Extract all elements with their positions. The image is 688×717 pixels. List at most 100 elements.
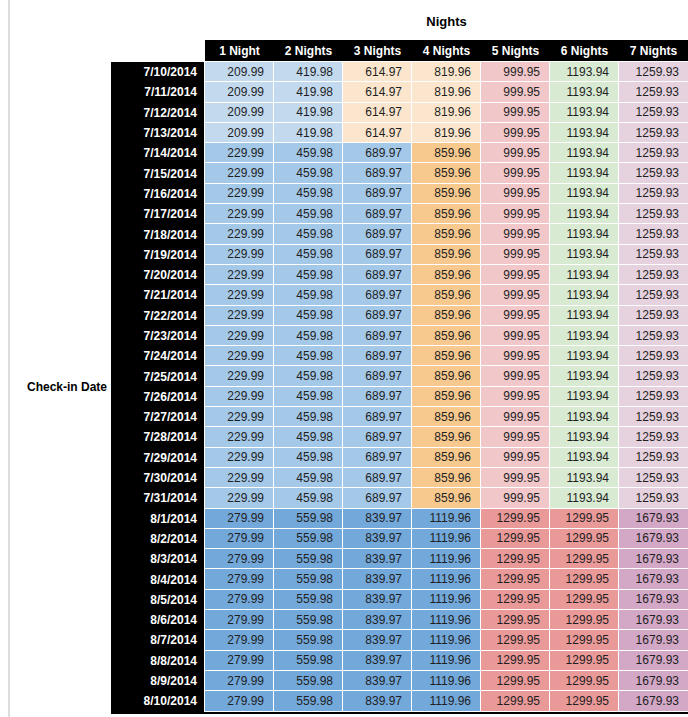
- price-cell: 279.99: [205, 529, 274, 549]
- price-cell: 859.96: [412, 285, 481, 305]
- price-cell: 459.98: [274, 326, 343, 346]
- table-row: 8/3/2014279.99559.98839.971119.961299.95…: [111, 549, 688, 569]
- price-cell: 859.96: [412, 265, 481, 285]
- price-cell: 229.99: [205, 407, 274, 427]
- price-cell: 229.99: [205, 224, 274, 244]
- table-row: 7/28/2014229.99459.98689.97859.96999.951…: [111, 427, 688, 447]
- table-row: 7/15/2014229.99459.98689.97859.96999.951…: [111, 163, 688, 183]
- price-cell: 1193.94: [550, 468, 619, 488]
- price-cell: 559.98: [274, 610, 343, 630]
- price-cell: 999.95: [481, 346, 550, 366]
- price-cell: 1259.93: [619, 427, 688, 447]
- price-cell: 1259.93: [619, 468, 688, 488]
- price-cell: 839.97: [343, 610, 412, 630]
- price-cell: 859.96: [412, 163, 481, 183]
- price-cell: 459.98: [274, 488, 343, 508]
- row-header-date: 7/29/2014: [111, 448, 205, 468]
- price-cell: 999.95: [481, 326, 550, 346]
- row-header-date: 8/3/2014: [111, 549, 205, 569]
- row-header-date: 7/19/2014: [111, 245, 205, 265]
- row-header-date: 7/21/2014: [111, 285, 205, 305]
- price-cell: 999.95: [481, 265, 550, 285]
- price-cell: 229.99: [205, 326, 274, 346]
- price-cell: 209.99: [205, 103, 274, 123]
- price-cell: 999.95: [481, 82, 550, 102]
- price-cell: 1193.94: [550, 184, 619, 204]
- table-row: 8/5/2014279.99559.98839.971119.961299.95…: [111, 590, 688, 610]
- price-cell: 559.98: [274, 671, 343, 691]
- price-cell: 559.98: [274, 549, 343, 569]
- price-cell: 229.99: [205, 163, 274, 183]
- price-cell: 839.97: [343, 549, 412, 569]
- row-header-date: 8/1/2014: [111, 509, 205, 529]
- table-row: 7/24/2014229.99459.98689.97859.96999.951…: [111, 346, 688, 366]
- price-cell: 1259.93: [619, 245, 688, 265]
- table-row: 7/17/2014229.99459.98689.97859.96999.951…: [111, 204, 688, 224]
- price-cell: 1119.96: [412, 569, 481, 589]
- price-cell: 999.95: [481, 387, 550, 407]
- table-row: 7/18/2014229.99459.98689.97859.96999.951…: [111, 224, 688, 244]
- price-cell: 279.99: [205, 671, 274, 691]
- table-row: 8/4/2014279.99559.98839.971119.961299.95…: [111, 569, 688, 589]
- price-cell: 1193.94: [550, 387, 619, 407]
- price-cell: 1119.96: [412, 651, 481, 671]
- price-cell: 839.97: [343, 630, 412, 650]
- table-row: 7/23/2014229.99459.98689.97859.96999.951…: [111, 326, 688, 346]
- table-row: 8/8/2014279.99559.98839.971119.961299.95…: [111, 651, 688, 671]
- price-cell: 839.97: [343, 590, 412, 610]
- price-cell: 689.97: [343, 326, 412, 346]
- price-cell: 1299.95: [481, 691, 550, 711]
- price-cell: 229.99: [205, 265, 274, 285]
- price-cell: 1193.94: [550, 346, 619, 366]
- left-edge-gridline: [8, 0, 10, 717]
- column-header-6-nights: 6 Nights: [550, 40, 619, 62]
- row-header-date: 7/14/2014: [111, 143, 205, 163]
- table-row: 7/21/2014229.99459.98689.97859.96999.951…: [111, 285, 688, 305]
- row-header-date: 7/27/2014: [111, 407, 205, 427]
- price-cell: 1299.95: [550, 569, 619, 589]
- price-cell: 859.96: [412, 366, 481, 386]
- price-cell: 1259.93: [619, 448, 688, 468]
- column-header-row: 1 Night2 Nights3 Nights4 Nights5 Nights6…: [111, 40, 688, 62]
- row-header-date: 7/20/2014: [111, 265, 205, 285]
- price-cell: 459.98: [274, 427, 343, 447]
- corner-spacer: [111, 40, 205, 62]
- price-cell: 1119.96: [412, 590, 481, 610]
- price-cell: 459.98: [274, 224, 343, 244]
- price-cell: 1259.93: [619, 346, 688, 366]
- price-cell: 459.98: [274, 265, 343, 285]
- price-cell: 689.97: [343, 488, 412, 508]
- price-cell: 229.99: [205, 427, 274, 447]
- column-header-2-nights: 2 Nights: [274, 40, 343, 62]
- price-cell: 689.97: [343, 366, 412, 386]
- price-cell: 1259.93: [619, 224, 688, 244]
- price-cell: 1193.94: [550, 62, 619, 82]
- price-cell: 1679.93: [619, 671, 688, 691]
- price-cell: 1193.94: [550, 204, 619, 224]
- price-cell: 279.99: [205, 691, 274, 711]
- row-header-date: 7/22/2014: [111, 306, 205, 326]
- row-header-date: 7/24/2014: [111, 346, 205, 366]
- price-cell: 419.98: [274, 103, 343, 123]
- price-cell: 839.97: [343, 569, 412, 589]
- price-cell: 859.96: [412, 224, 481, 244]
- price-cell: 229.99: [205, 448, 274, 468]
- price-cell: 1193.94: [550, 123, 619, 143]
- column-header-3-nights: 3 Nights: [343, 40, 412, 62]
- price-cell: 999.95: [481, 123, 550, 143]
- price-cell: 859.96: [412, 306, 481, 326]
- price-cell: 1119.96: [412, 630, 481, 650]
- price-cell: 1259.93: [619, 103, 688, 123]
- price-cell: 999.95: [481, 204, 550, 224]
- price-cell: 689.97: [343, 387, 412, 407]
- price-cell: 229.99: [205, 488, 274, 508]
- price-cell: 279.99: [205, 590, 274, 610]
- price-cell: 859.96: [412, 346, 481, 366]
- price-cell: 419.98: [274, 82, 343, 102]
- price-cell: 209.99: [205, 62, 274, 82]
- table-row: 7/19/2014229.99459.98689.97859.96999.951…: [111, 245, 688, 265]
- table-row: 8/2/2014279.99559.98839.971119.961299.95…: [111, 529, 688, 549]
- price-cell: 1259.93: [619, 62, 688, 82]
- table-row: 7/13/2014209.99419.98614.97819.96999.951…: [111, 123, 688, 143]
- price-cell: 859.96: [412, 143, 481, 163]
